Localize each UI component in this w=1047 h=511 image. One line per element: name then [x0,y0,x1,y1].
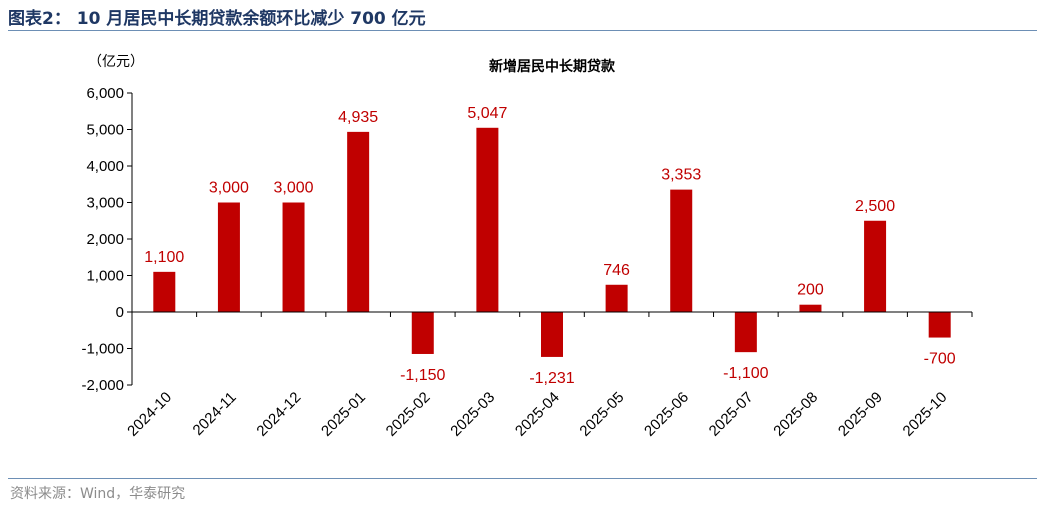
bar-chart: （亿元） 新增居民中长期贷款 6,000 5,000 4,000 3,000 2,000… [81,54,973,440]
y-tick-label: 1,000 [86,268,124,285]
bars: 1,100 3,000 3,000 4,935 -1,150 5,047 -1,231 746… [144,105,956,387]
x-tick-label: 2025-06 [641,389,692,440]
data-label: 2,500 [855,198,895,215]
y-axis-unit: （亿元） [88,54,144,70]
x-tick-label: 2025-07 [706,389,757,440]
top-divider [8,30,1037,31]
data-label: -700 [924,351,956,368]
data-label: 3,000 [209,180,249,197]
y-tick-label: 5,000 [86,122,124,139]
bar [734,312,757,353]
y-tick-label: 3,000 [86,195,124,212]
data-label: 200 [797,282,824,299]
source-note: 资料来源：Wind，华泰研究 [10,486,186,502]
data-label: 5,047 [467,105,507,122]
x-tick-label: 2024-10 [124,389,175,440]
bar [282,202,305,312]
x-tick-label: 2024-11 [190,389,240,439]
bar [928,312,951,338]
data-label: 3,353 [661,167,701,184]
bottom-divider [8,478,1037,479]
bar [217,202,240,312]
bar [670,189,693,312]
data-label: 4,935 [338,109,378,126]
x-tick-label: 2025-09 [835,389,886,440]
bar [605,284,628,312]
y-tick-label: 2,000 [86,231,124,248]
y-axis: 6,000 5,000 4,000 3,000 2,000 1,000 0 -1,000 -2,… [81,85,133,394]
y-tick-label: 4,000 [86,158,124,175]
data-label: -1,231 [529,370,574,387]
x-tick-label: 2025-10 [900,389,951,440]
y-tick-label: 6,000 [86,85,124,102]
chart-title: 新增居民中长期贷款 [489,58,616,75]
bar [411,312,434,354]
x-tick-label: 2025-08 [770,389,821,440]
bar [864,220,887,312]
y-tick-label: -2,000 [81,377,124,394]
y-tick-label: 0 [116,304,124,321]
bar [153,271,176,312]
bar [476,127,499,312]
x-tick-label: 2025-01 [318,389,369,440]
data-label: 3,000 [274,180,314,197]
y-tick-label: -1,000 [81,341,124,358]
x-tick-label: 2025-03 [447,389,498,440]
bar [541,312,563,357]
data-label: -1,100 [723,365,768,382]
figure-title: 图表2： 10 月居民中长期贷款余额环比减少 700 亿元 [8,9,426,29]
bar [347,131,370,312]
data-label: 746 [603,262,630,279]
x-tick-label: 2025-02 [383,389,434,440]
x-tick-label: 2025-04 [512,389,563,440]
data-label: 1,100 [144,249,184,266]
x-tick-label: 2024-12 [253,389,304,440]
data-label: -1,150 [400,367,445,384]
x-tick-label: 2025-05 [576,389,627,440]
bar [799,304,822,312]
